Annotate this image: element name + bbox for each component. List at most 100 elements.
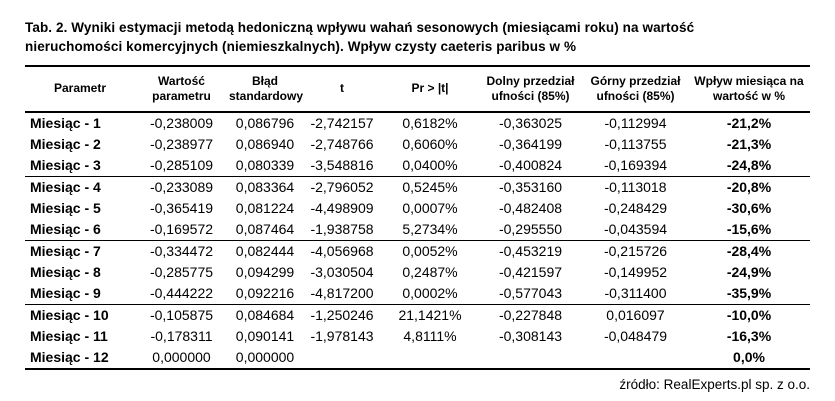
table-row: Miesiąc - 10 -0,105875 0,084684 -1,250246 21… bbox=[25, 304, 810, 326]
table-row: Miesiąc - 9 -0,444222 0,092216 -4,817200 0,0… bbox=[25, 283, 810, 305]
table-row: Miesiąc - 5 -0,365419 0,081224 -4,498909 0,0… bbox=[25, 198, 810, 219]
data-cell: 0,000000 bbox=[235, 348, 295, 365]
data-cell: -0,248429 bbox=[603, 199, 668, 216]
table-row: Miesiąc - 7 -0,334472 0,082444 -4,056968 0,0… bbox=[25, 240, 810, 262]
data-cell: 0,6060% bbox=[402, 135, 458, 152]
impact-cell: -20,8% bbox=[726, 178, 772, 195]
data-cell: -0,043594 bbox=[603, 220, 668, 237]
data-cell: -0,295550 bbox=[498, 220, 563, 237]
data-cell: 0,084684 bbox=[235, 306, 295, 323]
estimation-table: Parametr Wartość parametru Błąd standardow… bbox=[25, 64, 810, 370]
data-cell: 0,000000 bbox=[152, 348, 211, 365]
impact-cell: -28,4% bbox=[726, 242, 772, 259]
data-cell: 0,087464 bbox=[235, 220, 295, 237]
data-cell: -3,030504 bbox=[310, 263, 374, 280]
data-cell: -0,169394 bbox=[603, 156, 668, 173]
data-cell: -0,238009 bbox=[149, 114, 214, 131]
impact-cell: -10,0% bbox=[726, 306, 772, 323]
table-body: Miesiąc - 1 -0,238009 0,086796 -2,742157 0,6… bbox=[25, 112, 810, 369]
data-cell: 0,083364 bbox=[235, 178, 295, 195]
row-label: Miesiąc - 4 bbox=[30, 178, 101, 195]
data-cell: -0,048479 bbox=[603, 327, 668, 344]
data-cell: 0,0052% bbox=[402, 242, 458, 259]
row-label: Miesiąc - 11 bbox=[30, 327, 108, 344]
row-label: Miesiąc - 10 bbox=[30, 306, 109, 323]
impact-cell: -24,9% bbox=[726, 263, 772, 280]
data-cell: -1,978143 bbox=[310, 327, 374, 344]
data-cell: -0,453219 bbox=[498, 242, 563, 259]
data-cell: -0,169572 bbox=[149, 220, 214, 237]
data-cell: -0,178311 bbox=[150, 327, 213, 344]
data-cell bbox=[302, 347, 382, 369]
column-header: Wpływ miesiąca na wartość w % bbox=[694, 73, 804, 103]
data-cell: -2,742157 bbox=[310, 114, 374, 131]
data-cell: 0,094299 bbox=[235, 263, 295, 280]
data-cell bbox=[382, 347, 478, 369]
impact-cell: 0,0% bbox=[733, 348, 765, 365]
table-row: Miesiąc - 8 -0,285775 0,094299 -3,030504 0,2… bbox=[25, 262, 810, 283]
column-header: t bbox=[340, 81, 344, 96]
column-header: Pr > |t| bbox=[411, 81, 449, 96]
data-cell: -2,748766 bbox=[310, 135, 374, 152]
data-cell: -0,233089 bbox=[149, 178, 214, 195]
row-label: Miesiąc - 3 bbox=[30, 156, 101, 173]
data-cell: 0,092216 bbox=[235, 284, 295, 301]
data-cell: -0,400824 bbox=[498, 156, 563, 173]
table-row: Miesiąc - 2 -0,238977 0,086940 -2,748766 0,6… bbox=[25, 134, 810, 155]
data-cell: 0,016097 bbox=[606, 306, 665, 323]
data-cell bbox=[583, 347, 688, 369]
data-cell: -3,548816 bbox=[310, 156, 374, 173]
data-cell: -0,363025 bbox=[498, 114, 563, 131]
data-cell: -0,365419 bbox=[149, 199, 214, 216]
data-cell: -1,250246 bbox=[310, 306, 374, 323]
data-cell: -0,113755 bbox=[604, 135, 667, 152]
table-row: Miesiąc - 6 -0,169572 0,087464 -1,938758 5,2… bbox=[25, 219, 810, 241]
column-header: Dolny przedział ufności (85%) bbox=[486, 73, 575, 103]
table-row: Miesiąc - 11 -0,178311 0,090141 -1,978143 4,… bbox=[25, 326, 810, 347]
column-header: Wartość parametru bbox=[152, 73, 211, 103]
impact-cell: -16,3% bbox=[726, 327, 772, 344]
impact-cell: -21,2% bbox=[726, 114, 772, 131]
data-cell: -1,938758 bbox=[310, 220, 374, 237]
impact-cell: -30,6% bbox=[726, 199, 772, 216]
data-cell: 0,0002% bbox=[402, 284, 458, 301]
row-label: Miesiąc - 5 bbox=[30, 199, 101, 216]
data-cell: -0,149952 bbox=[603, 263, 668, 280]
header-row: Parametr Wartość parametru Błąd standardow… bbox=[25, 66, 810, 112]
column-header: Górny przedział ufności (85%) bbox=[590, 73, 681, 103]
data-cell: -0,105875 bbox=[149, 306, 214, 323]
data-cell: 5,2734% bbox=[402, 220, 458, 237]
row-label: Miesiąc - 2 bbox=[30, 135, 101, 152]
row-label: Miesiąc - 1 bbox=[30, 114, 101, 131]
data-cell: -0,238977 bbox=[149, 135, 214, 152]
impact-cell: -24,8% bbox=[726, 156, 772, 173]
data-cell: -0,227848 bbox=[498, 306, 563, 323]
source-note: źródło: RealExperts.pl sp. z o.o. bbox=[619, 376, 810, 392]
data-cell: -0,482408 bbox=[498, 199, 563, 216]
data-cell: 0,0400% bbox=[402, 156, 458, 173]
data-cell: -0,421597 bbox=[498, 263, 563, 280]
data-cell: -0,364199 bbox=[498, 135, 563, 152]
row-label: Miesiąc - 8 bbox=[30, 263, 101, 280]
data-cell: -0,308143 bbox=[498, 327, 563, 344]
data-cell: -0,285109 bbox=[149, 156, 214, 173]
data-cell: -0,112994 bbox=[604, 114, 667, 131]
data-cell: 0,0007% bbox=[402, 199, 458, 216]
data-cell: 0,082444 bbox=[235, 242, 295, 259]
data-cell: 0,2487% bbox=[402, 263, 458, 280]
data-cell: -0,334472 bbox=[149, 242, 214, 259]
data-cell: 4,8111% bbox=[403, 327, 457, 344]
data-cell: -0,215726 bbox=[603, 242, 668, 259]
data-cell: -4,498909 bbox=[310, 199, 374, 216]
row-label: Miesiąc - 7 bbox=[30, 242, 101, 259]
data-cell bbox=[478, 347, 583, 369]
data-cell: -4,817200 bbox=[310, 284, 374, 301]
data-cell: -2,796052 bbox=[310, 178, 374, 195]
data-cell: -0,353160 bbox=[498, 178, 563, 195]
data-cell: 0,086796 bbox=[235, 114, 295, 131]
row-label: Miesiąc - 9 bbox=[30, 284, 101, 301]
impact-cell: -15,6% bbox=[726, 220, 772, 237]
table-row: Miesiąc - 1 -0,238009 0,086796 -2,742157 0,6… bbox=[25, 112, 810, 134]
data-cell: -0,444222 bbox=[149, 284, 214, 301]
data-cell: 0,080339 bbox=[235, 156, 295, 173]
